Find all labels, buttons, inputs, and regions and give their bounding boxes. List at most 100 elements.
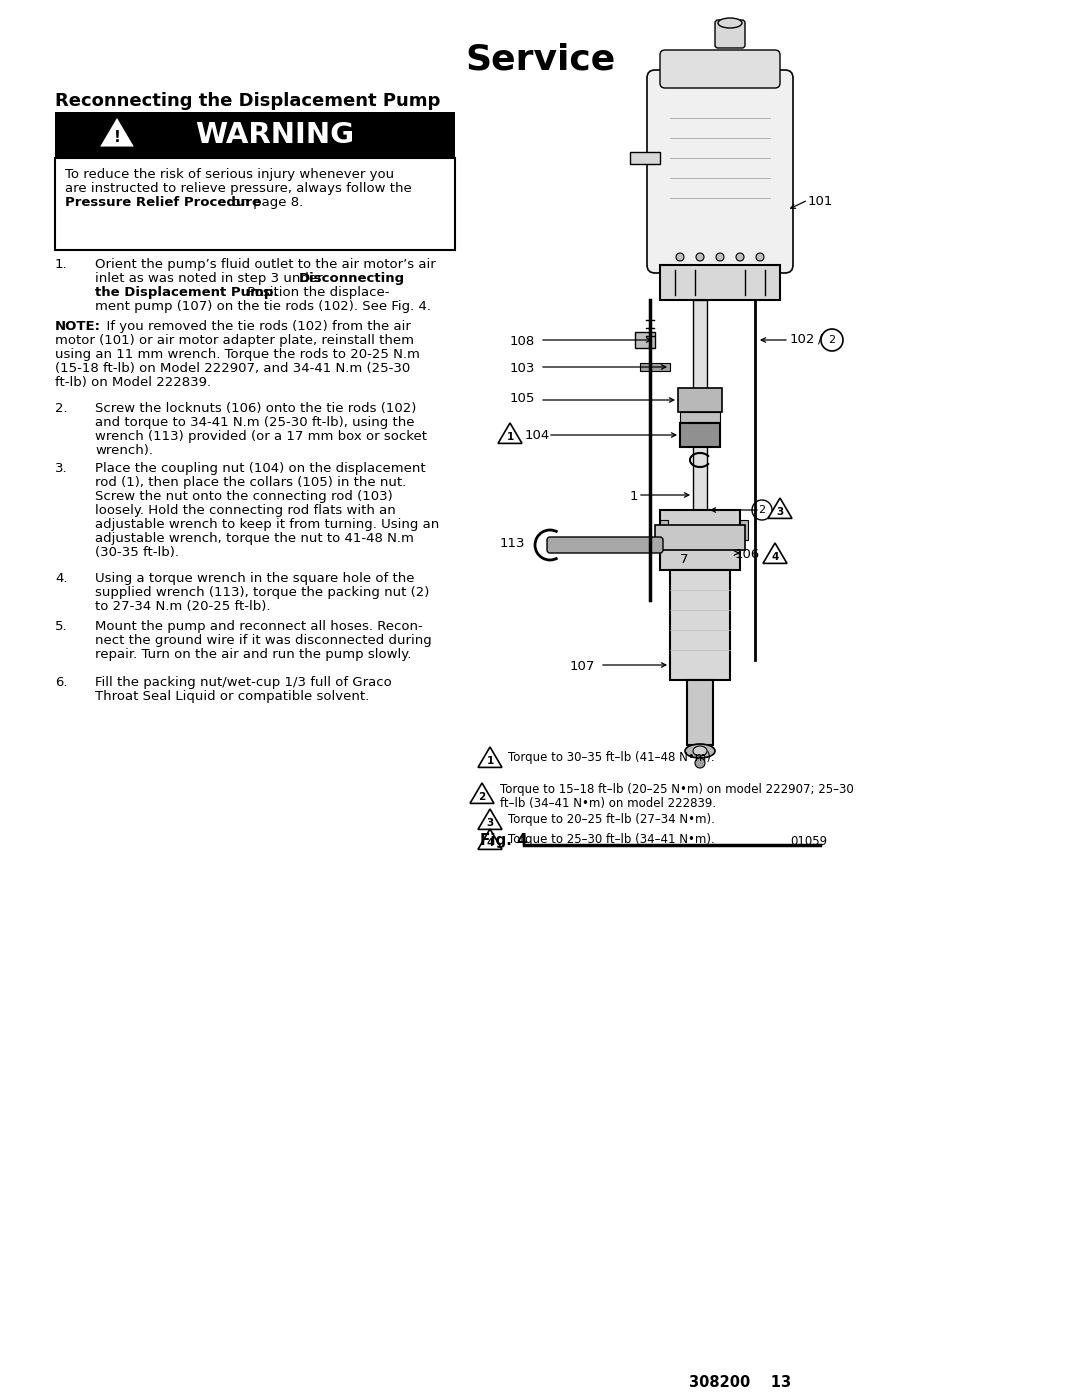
Circle shape: [696, 759, 705, 768]
Text: To reduce the risk of serious injury whenever you: To reduce the risk of serious injury whe…: [65, 168, 394, 182]
Text: Pressure Relief Procedure: Pressure Relief Procedure: [65, 196, 261, 210]
Text: 01059: 01059: [789, 835, 827, 848]
Text: Place the coupling nut (104) on the displacement: Place the coupling nut (104) on the disp…: [95, 462, 426, 475]
Text: and torque to 34-41 N.m (25-30 ft-lb), using the: and torque to 34-41 N.m (25-30 ft-lb), u…: [95, 416, 415, 429]
Text: are instructed to relieve pressure, always follow the: are instructed to relieve pressure, alwa…: [65, 182, 411, 196]
Circle shape: [756, 253, 764, 261]
Text: 106: 106: [735, 548, 760, 562]
Text: loosely. Hold the connecting rod flats with an: loosely. Hold the connecting rod flats w…: [95, 504, 395, 517]
Ellipse shape: [693, 746, 707, 756]
Text: to 27-34 N.m (20-25 ft-lb).: to 27-34 N.m (20-25 ft-lb).: [95, 599, 270, 613]
Text: wrench (113) provided (or a 17 mm box or socket: wrench (113) provided (or a 17 mm box or…: [95, 430, 427, 443]
Text: 107: 107: [570, 659, 595, 673]
Text: 6.: 6.: [55, 676, 67, 689]
Bar: [55, 158, 455, 250]
Text: Position the displace-: Position the displace-: [243, 286, 390, 299]
Text: 1: 1: [507, 433, 514, 443]
Text: 102: 102: [789, 332, 815, 346]
Text: on page 8.: on page 8.: [228, 196, 303, 210]
Text: Using a torque wrench in the square hole of the: Using a torque wrench in the square hole…: [95, 571, 415, 585]
Bar: [693, 300, 707, 740]
Polygon shape: [102, 120, 132, 145]
Text: Screw the nut onto the connecting rod (103): Screw the nut onto the connecting rod (1…: [95, 490, 393, 503]
Text: repair. Turn on the air and run the pump slowly.: repair. Turn on the air and run the pump…: [95, 648, 411, 661]
Circle shape: [716, 253, 724, 261]
Polygon shape: [768, 497, 792, 518]
Polygon shape: [498, 423, 522, 443]
Text: 108: 108: [510, 335, 536, 348]
Text: 2.: 2.: [55, 402, 68, 415]
Text: (15-18 ft-lb) on Model 222907, and 34-41 N.m (25-30: (15-18 ft-lb) on Model 222907, and 34-41…: [55, 362, 410, 374]
FancyBboxPatch shape: [680, 412, 720, 422]
Text: Fill the packing nut/wet-cup 1/3 full of Graco: Fill the packing nut/wet-cup 1/3 full of…: [95, 676, 392, 689]
FancyBboxPatch shape: [660, 510, 740, 570]
Text: adjustable wrench, torque the nut to 41-48 N.m: adjustable wrench, torque the nut to 41-…: [95, 532, 414, 545]
Text: nect the ground wire if it was disconnected during: nect the ground wire if it was disconnec…: [95, 634, 432, 647]
Text: 3: 3: [486, 819, 494, 828]
Ellipse shape: [685, 745, 715, 759]
Text: 101: 101: [808, 196, 834, 208]
Polygon shape: [478, 809, 502, 830]
FancyBboxPatch shape: [740, 520, 748, 541]
Text: 4.: 4.: [55, 571, 67, 585]
FancyBboxPatch shape: [680, 423, 720, 447]
FancyBboxPatch shape: [635, 332, 654, 348]
Circle shape: [821, 330, 843, 351]
Text: inlet as was noted in step 3 under: inlet as was noted in step 3 under: [95, 272, 327, 285]
Circle shape: [696, 253, 704, 261]
Text: 3.: 3.: [55, 462, 68, 475]
Text: !: !: [113, 130, 121, 145]
Polygon shape: [762, 543, 787, 563]
Circle shape: [735, 253, 744, 261]
Polygon shape: [470, 782, 494, 803]
Text: 3: 3: [777, 507, 784, 517]
Text: Torque to 15–18 ft–lb (20–25 N•m) on model 222907; 25–30: Torque to 15–18 ft–lb (20–25 N•m) on mod…: [500, 782, 854, 796]
FancyBboxPatch shape: [660, 520, 669, 541]
Text: Screw the locknuts (106) onto the tie rods (102): Screw the locknuts (106) onto the tie ro…: [95, 402, 417, 415]
FancyBboxPatch shape: [678, 388, 723, 412]
Text: If you removed the tie rods (102) from the air: If you removed the tie rods (102) from t…: [98, 320, 410, 332]
Text: 1: 1: [630, 490, 638, 503]
FancyBboxPatch shape: [654, 525, 745, 550]
Circle shape: [752, 500, 772, 520]
Text: 2: 2: [828, 335, 836, 345]
Text: 7: 7: [680, 553, 689, 566]
Text: 104: 104: [525, 429, 550, 441]
FancyBboxPatch shape: [715, 20, 745, 47]
Text: 1.: 1.: [55, 258, 68, 271]
Bar: [55, 112, 455, 158]
Text: 308200    13: 308200 13: [689, 1375, 791, 1390]
FancyBboxPatch shape: [630, 152, 660, 163]
Text: 105: 105: [510, 393, 536, 405]
Circle shape: [676, 253, 684, 261]
Text: Torque to 20–25 ft–lb (27–34 N•m).: Torque to 20–25 ft–lb (27–34 N•m).: [508, 813, 715, 826]
Text: Reconnecting the Displacement Pump: Reconnecting the Displacement Pump: [55, 92, 441, 110]
FancyBboxPatch shape: [670, 570, 730, 680]
Text: 4: 4: [771, 552, 779, 563]
Text: Orient the pump’s fluid outlet to the air motor’s air: Orient the pump’s fluid outlet to the ai…: [95, 258, 435, 271]
Text: Torque to 30–35 ft–lb (41–48 N•m).: Torque to 30–35 ft–lb (41–48 N•m).: [508, 752, 715, 764]
Text: /: /: [818, 332, 822, 346]
FancyBboxPatch shape: [546, 536, 663, 553]
Text: wrench).: wrench).: [95, 444, 153, 457]
Text: (30-35 ft-lb).: (30-35 ft-lb).: [95, 546, 179, 559]
Text: the Displacement Pump.: the Displacement Pump.: [95, 286, 279, 299]
Text: ft-lb) on Model 222839.: ft-lb) on Model 222839.: [55, 376, 211, 388]
Text: rod (1), then place the collars (105) in the nut.: rod (1), then place the collars (105) in…: [95, 476, 406, 489]
Polygon shape: [478, 828, 502, 849]
Text: 1: 1: [486, 756, 494, 767]
Ellipse shape: [718, 18, 742, 28]
Text: 4: 4: [486, 838, 494, 848]
Text: Fig. 4: Fig. 4: [480, 833, 528, 848]
Text: NOTE:: NOTE:: [55, 320, 102, 332]
Text: motor (101) or air motor adapter plate, reinstall them: motor (101) or air motor adapter plate, …: [55, 334, 414, 346]
Text: ft–lb (34–41 N•m) on model 222839.: ft–lb (34–41 N•m) on model 222839.: [500, 798, 716, 810]
Text: Mount the pump and reconnect all hoses. Recon-: Mount the pump and reconnect all hoses. …: [95, 620, 422, 633]
Bar: [687, 680, 713, 745]
Text: Throat Seal Liquid or compatible solvent.: Throat Seal Liquid or compatible solvent…: [95, 690, 369, 703]
Polygon shape: [478, 747, 502, 767]
Text: 103: 103: [510, 362, 536, 374]
Text: 113: 113: [500, 536, 526, 550]
Text: using an 11 mm wrench. Torque the rods to 20-25 N.m: using an 11 mm wrench. Torque the rods t…: [55, 348, 420, 360]
Text: WARNING: WARNING: [195, 122, 354, 149]
